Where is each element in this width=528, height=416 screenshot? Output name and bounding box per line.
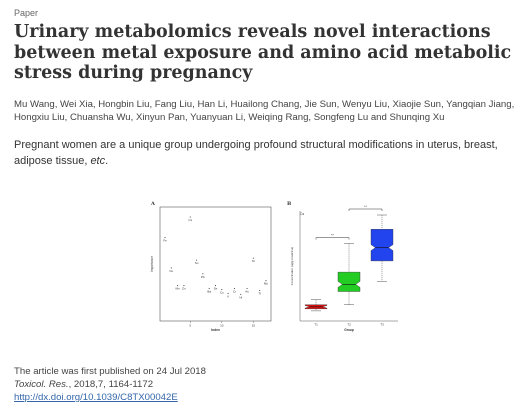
panel-a-point-label: Sr <box>252 259 255 263</box>
panel-b-box-t3 <box>370 229 394 262</box>
panel-a-xtick-label: 5 <box>189 324 191 328</box>
panel-a-point-label: As <box>245 290 249 294</box>
panel-b-group-label: T2 <box>347 323 351 327</box>
panel-a-point <box>202 273 204 275</box>
doi-link[interactable]: http://dx.doi.org/10.1039/C8TX00042E <box>14 392 178 403</box>
abstract-snippet: Pregnant women are a unique group underg… <box>14 137 519 169</box>
panel-a-point-label: Cr <box>233 290 236 294</box>
abstract-end: . <box>105 155 109 167</box>
panel-a-point <box>183 285 185 287</box>
panel-a-point <box>208 287 210 290</box>
panel-a-point <box>214 285 217 287</box>
panel-a-point <box>240 293 242 295</box>
panel-a-point-label: Pb <box>201 275 205 279</box>
panel-a-label: A <box>150 201 155 207</box>
citation-line: Toxicol. Res., 2018,7, 1164-1172 <box>14 378 206 391</box>
panel-a-point <box>164 237 166 239</box>
panel-a-point <box>246 287 248 290</box>
panel-a-point-label: Se <box>214 287 218 291</box>
panel-a-xtick-label: 10 <box>220 324 224 328</box>
panel-a-point <box>252 257 254 259</box>
panel-b-group-label: T3 <box>380 323 384 327</box>
panel-b-sig-label: ** <box>331 234 334 238</box>
panel-a-point-label: Co <box>220 291 224 295</box>
panel-a-point-label: Mo <box>264 282 268 286</box>
panel-a-xtick-label: 15 <box>252 324 256 328</box>
author-list: Mu Wang, Wei Xia, Hongbin Liu, Fang Liu,… <box>14 99 515 123</box>
panel-b-ylabel: Concentration (ug/g creatinine) <box>290 247 294 285</box>
paper-type-tag: Paper <box>14 8 39 18</box>
panel-a-point <box>189 216 191 218</box>
panel-b-label: B <box>287 201 291 207</box>
panel-a-point-label: Sn <box>195 261 199 265</box>
abstract-etc: etc <box>90 155 106 167</box>
panel-a-point-label: V <box>227 294 229 298</box>
panel-a-point-label: Fe <box>163 239 167 243</box>
panel-a-point-label: Tl <box>258 292 261 296</box>
panel-a-frame <box>159 206 272 322</box>
panel-a-point-label: Cu <box>169 269 173 273</box>
panel-b-box-t2 <box>337 271 361 292</box>
panel-a-point <box>227 292 229 294</box>
journal-name: Toxicol. Res. <box>14 379 69 390</box>
panel-b-group-label: T1 <box>314 323 318 327</box>
abstract-text: Pregnant women are a unique group underg… <box>14 139 498 167</box>
graphical-abstract-figure: A Importance Index 5 10 15 Fe Cu Mn Zn Cs Sn Pb Ba Se C… <box>148 197 400 344</box>
panel-a-point <box>177 285 179 287</box>
panel-a-point <box>233 287 235 290</box>
publication-meta: The article was first published on 24 Ju… <box>14 365 206 404</box>
panel-b-element: Cs <box>300 212 304 216</box>
panel-a-ylabel: Importance <box>150 256 154 272</box>
citation-details: , 2018,7, 1164-1172 <box>68 379 154 390</box>
published-date: The article was first published on 24 Ju… <box>14 366 206 377</box>
panel-a-xlabel: Index <box>211 328 220 332</box>
panel-a-point-label: Mn <box>176 287 180 291</box>
panel-a-point <box>265 280 267 282</box>
panel-a-point <box>196 259 198 261</box>
panel-a-point <box>221 288 223 291</box>
panel-a-point <box>170 267 172 269</box>
panel-a-point-label: Cs <box>188 218 192 222</box>
panel-a-point <box>259 289 261 292</box>
paper-title[interactable]: Urinary metabolomics reveals novel inter… <box>14 22 512 83</box>
panel-a-point-label: Zn <box>182 287 186 291</box>
panel-a-point-label: Ni <box>239 295 242 299</box>
panel-b-sig-label: ** <box>364 205 367 209</box>
panel-a-point-label: Ba <box>207 290 211 294</box>
panel-b-xlabel: Group <box>344 328 354 332</box>
